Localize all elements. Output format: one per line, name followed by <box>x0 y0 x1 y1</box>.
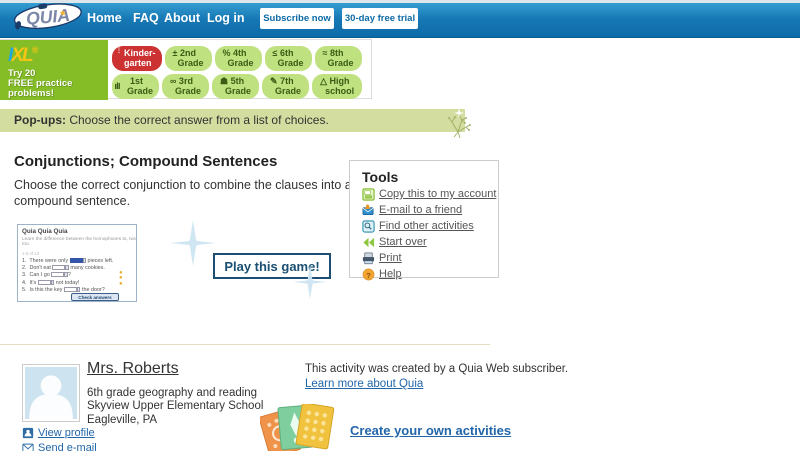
svg-text:QUIA: QUIA <box>25 5 71 29</box>
svg-text:?: ? <box>366 271 371 280</box>
